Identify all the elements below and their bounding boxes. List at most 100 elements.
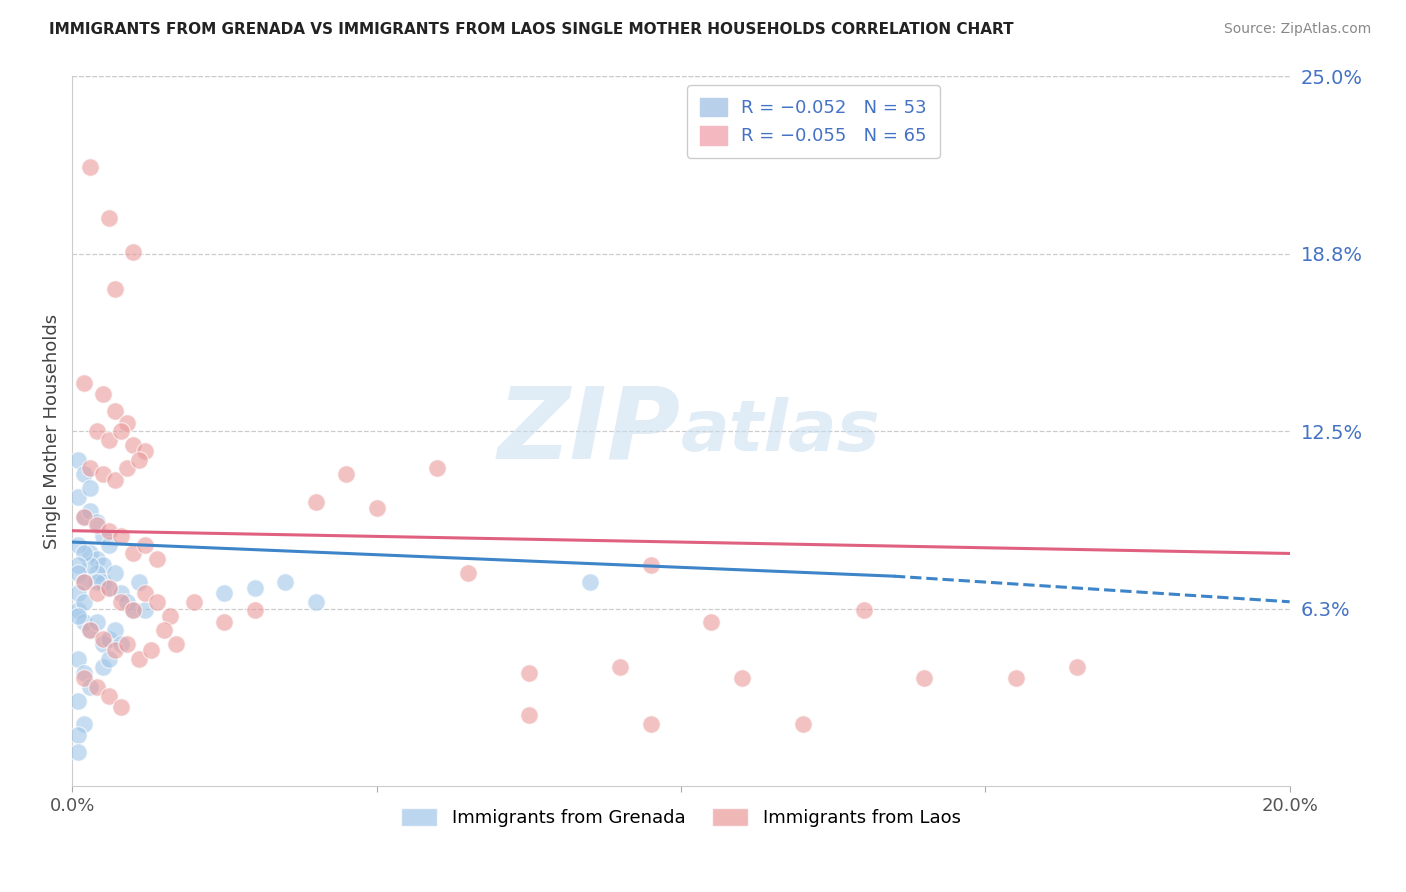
Point: [110, 424, 132, 438]
Point: [912, 672, 935, 686]
Point: [335, 467, 357, 481]
Point: [104, 404, 127, 418]
Point: [73, 595, 96, 609]
Point: [115, 637, 138, 651]
Point: [305, 595, 328, 609]
Point: [128, 651, 150, 665]
Point: [110, 595, 132, 609]
Text: IMMIGRANTS FROM GRENADA VS IMMIGRANTS FROM LAOS SINGLE MOTHER HOUSEHOLDS CORRELA: IMMIGRANTS FROM GRENADA VS IMMIGRANTS FR…: [49, 22, 1014, 37]
Point: [79, 623, 101, 637]
Point: [134, 586, 156, 600]
Point: [852, 603, 875, 617]
Point: [165, 637, 187, 651]
Point: [79, 481, 101, 495]
Y-axis label: Single Mother Households: Single Mother Households: [44, 314, 60, 549]
Point: [73, 574, 96, 589]
Point: [73, 509, 96, 524]
Point: [86, 566, 108, 581]
Point: [67, 694, 90, 708]
Point: [86, 615, 108, 629]
Point: [128, 452, 150, 467]
Point: [79, 680, 101, 694]
Point: [159, 609, 181, 624]
Point: [97, 632, 120, 646]
Point: [67, 609, 90, 624]
Legend: Immigrants from Grenada, Immigrants from Laos: Immigrants from Grenada, Immigrants from…: [394, 800, 969, 834]
Point: [97, 211, 120, 226]
Point: [67, 566, 90, 581]
Point: [122, 546, 145, 560]
Point: [146, 595, 169, 609]
Point: [79, 461, 101, 475]
Point: [91, 467, 114, 481]
Point: [73, 467, 96, 481]
Point: [97, 581, 120, 595]
Point: [640, 558, 662, 572]
Point: [79, 546, 101, 560]
Point: [104, 566, 127, 581]
Point: [97, 524, 120, 538]
Point: [122, 603, 145, 617]
Point: [73, 665, 96, 680]
Text: atlas: atlas: [681, 397, 880, 466]
Point: [640, 717, 662, 731]
Point: [122, 603, 145, 617]
Point: [110, 699, 132, 714]
Point: [73, 509, 96, 524]
Point: [73, 376, 96, 390]
Point: [73, 615, 96, 629]
Point: [122, 245, 145, 260]
Point: [146, 552, 169, 566]
Point: [67, 452, 90, 467]
Point: [67, 490, 90, 504]
Point: [110, 529, 132, 543]
Point: [110, 637, 132, 651]
Point: [183, 595, 205, 609]
Point: [609, 660, 631, 674]
Point: [73, 672, 96, 686]
Point: [134, 444, 156, 458]
Point: [426, 461, 449, 475]
Point: [115, 416, 138, 430]
Point: [134, 538, 156, 552]
Point: [134, 603, 156, 617]
Point: [67, 728, 90, 742]
Point: [517, 708, 540, 723]
Point: [274, 574, 297, 589]
Point: [86, 586, 108, 600]
Point: [104, 643, 127, 657]
Point: [67, 651, 90, 665]
Point: [115, 595, 138, 609]
Point: [67, 745, 90, 759]
Point: [73, 717, 96, 731]
Point: [97, 651, 120, 665]
Point: [91, 660, 114, 674]
Point: [214, 586, 236, 600]
Point: [86, 518, 108, 533]
Point: [67, 558, 90, 572]
Point: [67, 538, 90, 552]
Point: [1066, 660, 1088, 674]
Point: [104, 473, 127, 487]
Point: [91, 529, 114, 543]
Point: [517, 665, 540, 680]
Point: [97, 689, 120, 703]
Point: [366, 500, 388, 515]
Point: [115, 461, 138, 475]
Point: [792, 717, 814, 731]
Point: [86, 574, 108, 589]
Point: [79, 160, 101, 174]
Point: [110, 586, 132, 600]
Point: [243, 603, 266, 617]
Point: [104, 282, 127, 296]
Point: [141, 643, 163, 657]
Point: [79, 558, 101, 572]
Point: [128, 574, 150, 589]
Point: [1004, 672, 1026, 686]
Point: [700, 615, 723, 629]
Point: [97, 581, 120, 595]
Point: [305, 495, 328, 509]
Point: [243, 581, 266, 595]
Point: [79, 623, 101, 637]
Point: [214, 615, 236, 629]
